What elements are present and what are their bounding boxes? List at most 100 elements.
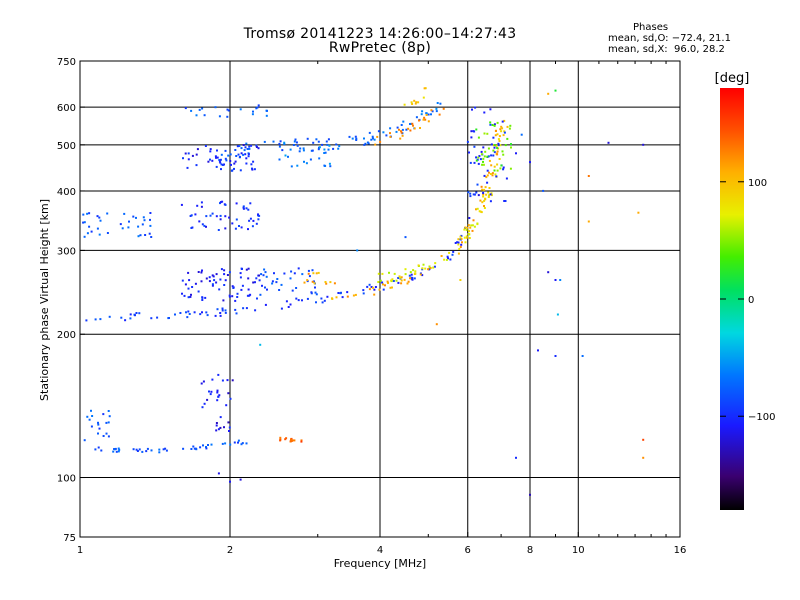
echo-point bbox=[235, 312, 238, 315]
echo-point bbox=[377, 272, 380, 275]
echo-point bbox=[142, 216, 145, 219]
echo-point bbox=[473, 193, 476, 196]
echo-point bbox=[283, 143, 286, 145]
echo-point bbox=[489, 121, 492, 124]
echo-point bbox=[230, 169, 233, 172]
echo-point bbox=[252, 219, 255, 222]
echo-point bbox=[363, 137, 365, 140]
echo-point bbox=[284, 154, 287, 157]
echo-point bbox=[465, 235, 468, 238]
echo-point bbox=[489, 200, 492, 203]
echo-point bbox=[216, 308, 219, 311]
echo-point bbox=[307, 269, 310, 272]
echo-point bbox=[475, 156, 478, 159]
echo-point bbox=[162, 448, 165, 451]
echo-point bbox=[231, 379, 234, 382]
echo-point bbox=[323, 299, 326, 302]
echo-point bbox=[229, 160, 232, 162]
echo-point bbox=[201, 107, 204, 110]
echo-point bbox=[218, 159, 221, 161]
echo-point bbox=[219, 278, 222, 281]
echo-point bbox=[371, 135, 374, 138]
echo-point bbox=[323, 152, 326, 154]
echo-point bbox=[496, 121, 499, 124]
echo-point bbox=[195, 153, 198, 156]
echo-point bbox=[204, 145, 207, 147]
echo-point bbox=[228, 271, 231, 274]
echo-point bbox=[192, 445, 195, 448]
echo-point bbox=[82, 213, 85, 216]
echo-point bbox=[216, 399, 219, 402]
echo-point bbox=[451, 253, 454, 256]
echo-point bbox=[291, 289, 294, 292]
echo-point bbox=[409, 277, 412, 280]
echo-point bbox=[202, 444, 204, 447]
echo-point bbox=[217, 395, 220, 398]
echo-point bbox=[228, 294, 231, 297]
echo-point bbox=[257, 213, 259, 216]
echo-point bbox=[97, 432, 99, 435]
echo-point bbox=[425, 114, 428, 116]
echo-point bbox=[253, 168, 256, 171]
echo-point bbox=[515, 456, 517, 459]
echo-point bbox=[219, 314, 222, 317]
echo-point bbox=[482, 192, 485, 194]
y-tick-label: 75 bbox=[63, 533, 76, 544]
echo-point bbox=[547, 271, 550, 274]
echo-point bbox=[289, 440, 292, 443]
echo-point bbox=[642, 143, 645, 146]
echo-point bbox=[385, 134, 388, 137]
echo-point bbox=[108, 315, 111, 318]
echo-point bbox=[228, 426, 231, 429]
echo-point bbox=[485, 176, 488, 179]
echo-point bbox=[490, 192, 493, 195]
echo-point bbox=[237, 153, 240, 156]
echo-point bbox=[503, 119, 506, 122]
echo-point bbox=[476, 222, 479, 225]
echo-point bbox=[132, 215, 135, 218]
echo-point bbox=[346, 291, 349, 294]
echo-point bbox=[296, 144, 299, 147]
echo-point bbox=[480, 153, 483, 156]
echo-point bbox=[379, 140, 382, 143]
echo-point bbox=[559, 279, 562, 281]
echo-point bbox=[128, 220, 130, 223]
echo-point bbox=[460, 237, 463, 240]
echo-point bbox=[297, 299, 300, 302]
echo-point bbox=[431, 110, 434, 113]
echo-point bbox=[254, 309, 257, 312]
echo-point bbox=[402, 120, 405, 123]
echo-point bbox=[459, 246, 462, 248]
echo-point bbox=[135, 216, 137, 219]
echo-point bbox=[262, 274, 265, 277]
echo-point bbox=[208, 390, 210, 393]
echo-point bbox=[482, 160, 484, 163]
echo-point bbox=[82, 221, 85, 224]
echo-point bbox=[427, 113, 430, 116]
echo-point bbox=[469, 226, 472, 229]
echo-point bbox=[315, 301, 317, 304]
echo-point bbox=[499, 128, 502, 131]
echo-point bbox=[186, 316, 189, 319]
echo-point bbox=[482, 146, 485, 149]
echo-point bbox=[257, 218, 260, 221]
echo-point bbox=[400, 124, 403, 126]
echo-point bbox=[240, 152, 243, 155]
echo-point bbox=[397, 277, 400, 279]
echo-point bbox=[207, 444, 209, 446]
echo-point bbox=[414, 270, 417, 273]
colorbar-tick-label: 100 bbox=[748, 178, 767, 189]
echo-point bbox=[205, 446, 207, 448]
echo-point bbox=[510, 146, 512, 149]
echo-point bbox=[238, 145, 241, 147]
echo-point bbox=[224, 203, 227, 206]
echo-point bbox=[475, 191, 478, 194]
echo-point bbox=[487, 196, 490, 198]
echo-point bbox=[266, 288, 268, 291]
echo-point bbox=[471, 224, 474, 227]
echo-point bbox=[294, 138, 297, 141]
echo-point bbox=[133, 313, 136, 316]
echo-point bbox=[264, 286, 266, 289]
echo-point bbox=[463, 228, 466, 231]
